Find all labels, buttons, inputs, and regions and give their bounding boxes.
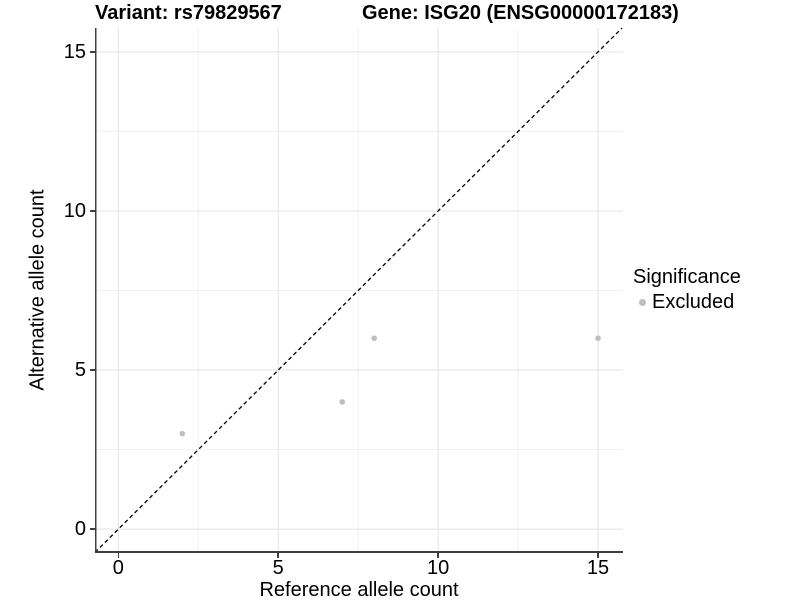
data-point — [371, 335, 377, 342]
x-tick-label: 15 — [586, 557, 610, 579]
x-tick-mark — [597, 553, 599, 558]
plot-title-variant: Variant: rs79829567 — [95, 2, 282, 24]
identity-line — [94, 27, 623, 553]
x-tick-mark — [437, 553, 439, 558]
y-tick-label: 10 — [63, 199, 86, 222]
legend-item-label: Excluded — [652, 291, 735, 313]
y-tick-mark — [90, 51, 95, 53]
x-tick-label: 0 — [112, 557, 124, 579]
y-tick-label: 15 — [63, 40, 86, 63]
y-tick-label: 5 — [74, 359, 86, 382]
data-point — [339, 399, 346, 405]
x-tick-label: 10 — [427, 557, 450, 579]
legend-title: Significance — [633, 266, 741, 288]
x-tick-mark — [117, 553, 120, 558]
y-tick-label: 0 — [74, 518, 86, 541]
legend-point-icon — [639, 298, 646, 306]
x-axis-title: Reference allele count — [259, 579, 459, 600]
y-tick-mark — [90, 369, 95, 371]
plot-canvas — [94, 27, 623, 553]
plot-title-gene: Gene: ISG20 (ENSG00000172183) — [362, 2, 679, 24]
data-point — [595, 335, 601, 342]
y-tick-mark — [90, 528, 95, 530]
x-tick-mark — [277, 553, 279, 558]
legend: Significance Excluded — [633, 265, 741, 314]
data-point — [179, 430, 186, 437]
legend-item-excluded: Excluded — [633, 290, 741, 314]
x-tick-label: 5 — [272, 557, 284, 579]
y-tick-mark — [90, 210, 95, 212]
plot-panel — [94, 27, 623, 553]
